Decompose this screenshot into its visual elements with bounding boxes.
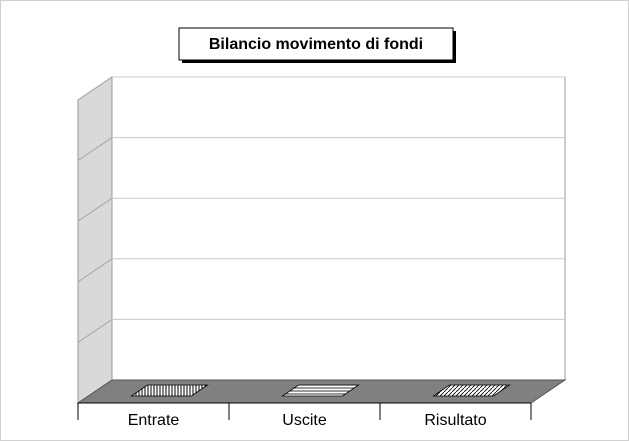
side-grid-line: [77, 76, 113, 101]
x-tick-label: Uscite: [282, 412, 327, 429]
x-tick-label: Risultato: [424, 412, 486, 429]
side-grid-line: [77, 137, 113, 162]
title-box: [178, 27, 454, 61]
side-wall: [77, 76, 113, 404]
x-tick-label: Entrate: [128, 412, 180, 429]
bar: [281, 384, 360, 397]
chart-title: Bilancio movimento di fondi: [209, 36, 423, 53]
back-wall: [111, 76, 566, 381]
side-grid-line: [77, 197, 113, 222]
side-grid-line: [77, 318, 113, 343]
bar: [130, 384, 209, 397]
bar: [432, 384, 511, 397]
side-grid-line: [77, 258, 113, 283]
